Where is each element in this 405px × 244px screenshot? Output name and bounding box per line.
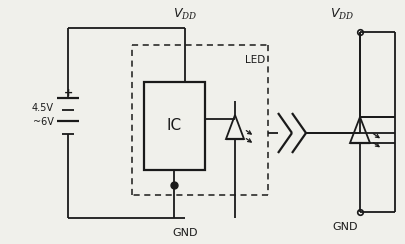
Text: LED: LED xyxy=(244,55,264,65)
Text: GND: GND xyxy=(172,228,197,238)
Text: 4.5V: 4.5V xyxy=(32,103,54,113)
Text: $V_{\mathregular{DD}}$: $V_{\mathregular{DD}}$ xyxy=(329,7,353,22)
Text: IC: IC xyxy=(166,119,181,133)
Text: $V_{\mathregular{DD}}$: $V_{\mathregular{DD}}$ xyxy=(173,7,197,22)
Text: GND: GND xyxy=(331,222,357,232)
Text: ~6V: ~6V xyxy=(32,117,53,127)
Bar xyxy=(144,82,205,170)
Text: +: + xyxy=(64,88,73,98)
